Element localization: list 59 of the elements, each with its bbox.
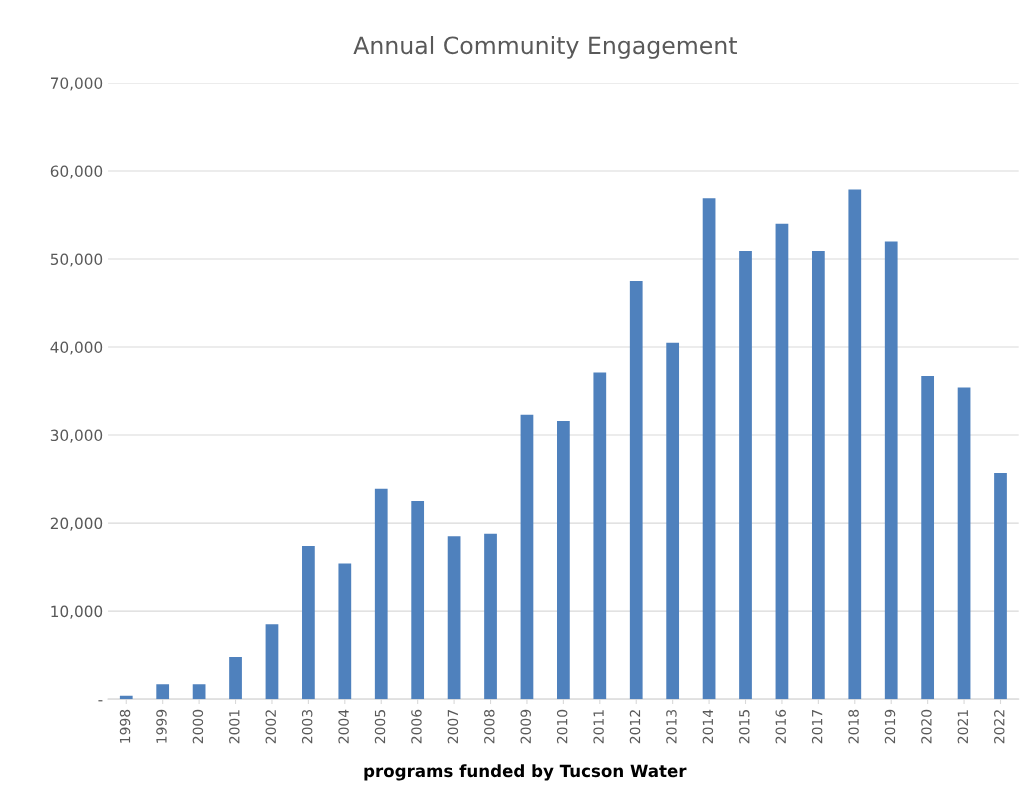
bar — [374, 488, 388, 700]
x-tick-label: 2011 — [593, 710, 604, 744]
bar — [338, 563, 352, 700]
x-tick-label: 2013 — [666, 709, 677, 744]
y-tick-label: 10,000 — [51, 605, 103, 619]
x-tick-label: 2022 — [994, 710, 1005, 744]
bar — [994, 472, 1007, 700]
x-tick-label: 2020 — [921, 709, 932, 744]
x-tick-label: 2021 — [957, 710, 969, 744]
bar — [302, 545, 315, 700]
y-tick-label: 30,000 — [50, 429, 103, 443]
x-tick-label: 1999 — [156, 709, 167, 743]
y-tick-label: 50,000 — [50, 253, 103, 267]
bar — [156, 684, 170, 700]
x-tick-label: 2019 — [884, 709, 896, 744]
text: programs funded by Tucson Water — [364, 764, 687, 781]
x-tick-label: 2014 — [702, 709, 714, 744]
bar — [593, 372, 607, 700]
bar — [447, 536, 461, 700]
y-tick-label: 60,000 — [50, 165, 103, 179]
bar — [666, 342, 680, 700]
bar — [957, 387, 971, 700]
x-tick-label: 2008 — [484, 709, 495, 744]
x-tick-label: 2012 — [629, 710, 641, 744]
bar — [484, 533, 497, 700]
bar — [884, 241, 898, 700]
x-tick-label: 2000 — [192, 709, 204, 744]
x-tick-label: 2005 — [374, 710, 386, 744]
y-tick-label: 20,000 — [50, 517, 103, 531]
x-tick-label: 2006 — [411, 709, 422, 744]
bar — [411, 501, 425, 700]
bar — [265, 624, 279, 700]
y-tick-label: 40,000 — [50, 341, 103, 355]
x-tick-label: 2009 — [520, 709, 531, 744]
x-tick-label: 2017 — [811, 710, 823, 744]
bar — [811, 251, 825, 700]
bar — [775, 223, 789, 700]
x-tick-label: 2007 — [447, 710, 459, 744]
bar — [921, 376, 935, 700]
x-tick-label: 2004 — [338, 709, 349, 744]
x-tick-label: 1998 — [119, 709, 131, 743]
bar — [739, 251, 752, 700]
x-tick-label: 2016 — [775, 709, 786, 744]
bar — [192, 684, 206, 700]
bar — [520, 414, 534, 700]
chart-title: Annual Community Engagement — [353, 35, 737, 59]
x-tick-label: 2015 — [739, 710, 750, 744]
bar — [629, 281, 643, 700]
x-tick-label: 2002 — [265, 710, 276, 744]
y-tick-label: - — [98, 700, 103, 702]
x-tick-label: 2003 — [301, 709, 313, 744]
x-tick-label: 2018 — [848, 709, 859, 744]
x-tick-label: 2001 — [229, 710, 240, 744]
bar — [557, 420, 570, 700]
bar — [848, 189, 862, 700]
x-tick-label: 2010 — [556, 709, 568, 744]
bar — [229, 656, 242, 700]
y-tick-label: 70,000 — [50, 77, 103, 91]
bar — [702, 198, 716, 700]
